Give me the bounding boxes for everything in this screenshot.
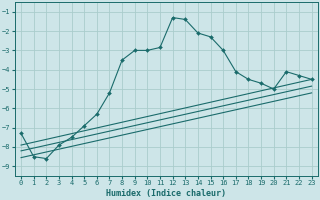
X-axis label: Humidex (Indice chaleur): Humidex (Indice chaleur) [106,189,226,198]
